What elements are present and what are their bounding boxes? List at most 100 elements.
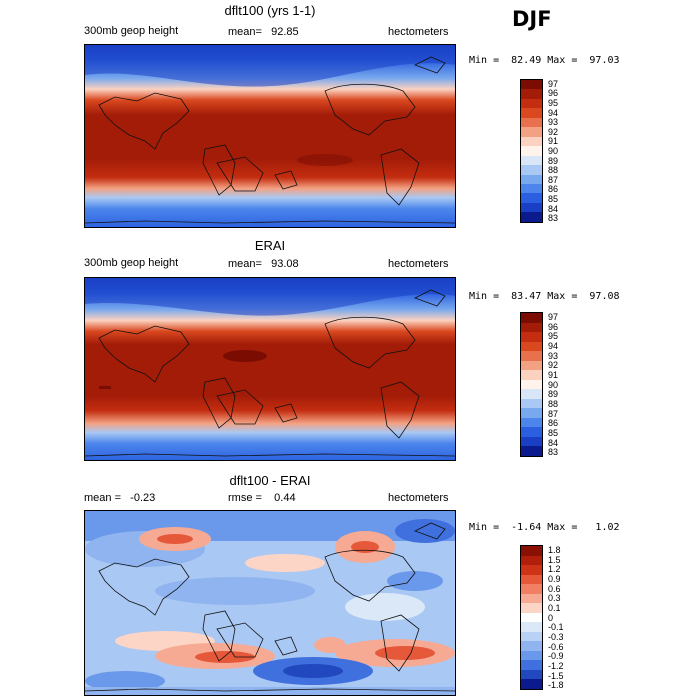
panel2-title: ERAI [254, 238, 286, 253]
panel2-colorbar-tick-label: 90 [548, 379, 559, 390]
panel3-colorbar-swatch [521, 669, 542, 680]
panel2-colorbar-tick-label: 93 [548, 350, 559, 361]
panel1-colorbar-swatch [521, 165, 542, 175]
panel3-colorbar-swatch [521, 565, 542, 575]
panel3-colorbar-swatch [521, 631, 542, 642]
panel1-colorbar-swatch [521, 193, 542, 203]
panel1-colorbar-swatch [521, 212, 542, 222]
season-label: DJF [512, 7, 552, 31]
panel2-colorbar-tick-label: 91 [548, 369, 559, 380]
panel3-colorbar-swatch [521, 593, 542, 604]
panel3-colorbar-swatch [521, 546, 542, 556]
panel1-colorbar-tick-label: 93 [548, 117, 559, 128]
panel2-colorbar-swatch [521, 446, 542, 456]
panel3-colorbar-tick-label: 1.5 [548, 554, 561, 565]
panel2-colorbar-swatch [521, 351, 542, 361]
panel3-colorbar-swatch [521, 641, 542, 651]
panel2-colorbar-swatch [521, 408, 542, 418]
panel2-colorbar-tick-label: 97 [548, 311, 559, 322]
panel1-colorbar-swatch [521, 108, 542, 118]
panel2-colorbar-tick-label: 96 [548, 321, 559, 332]
panel3-colorbar-tick-label: -0.1 [548, 622, 564, 633]
panel3-rmse-label: rmse = 0.44 [228, 492, 296, 504]
panel2-map [84, 277, 456, 461]
panel1-units-label: hectometers [388, 26, 449, 38]
panel3-colorbar-tick-label: 0 [548, 612, 554, 623]
panel2-units-label: hectometers [388, 258, 449, 270]
panel1-colorbar-swatch [521, 80, 542, 90]
panel3-colorbar-tick-label: -1.2 [548, 660, 564, 671]
panel1-colorbar-swatch [521, 98, 542, 109]
panel2-colorbar-swatch [521, 398, 542, 409]
panel1-variable-label: 300mb geop height [84, 25, 179, 37]
panel1-colorbar-tick-label: 90 [548, 146, 559, 156]
panel1-colorbar-swatch [521, 117, 542, 128]
panel3-colorbar-swatch [521, 660, 542, 670]
panel1-colorbar [520, 79, 543, 223]
panel2-colorbar-tick-label: 86 [548, 418, 559, 429]
panel3-map [84, 510, 456, 696]
panel1-colorbar-swatch [521, 174, 542, 184]
panel1-colorbar-swatch [521, 89, 542, 99]
panel1-colorbar-tick-label: 85 [548, 194, 559, 204]
panel1-colorbar-tick-label: 86 [548, 184, 559, 195]
panel2-variable-label: 300mb geop height [84, 257, 179, 269]
panel3-colorbar-tick-label: 0.3 [548, 593, 561, 604]
panel2-colorbar-tick-label: 83 [548, 447, 559, 458]
panel1-title: dflt100 (yrs 1-1) [224, 3, 316, 18]
panel2-colorbar-swatch [521, 379, 542, 390]
panel3-colorbar-tick-label: -1.8 [548, 680, 564, 691]
panel2-colorbar-swatch [521, 417, 542, 428]
panel3-minmax: Min = -1.64 Max = 1.02 [469, 522, 620, 533]
panel1-mean-label: mean= 92.85 [228, 26, 299, 38]
panel3-title: dflt100 - ERAI [229, 473, 311, 488]
panel1-colorbar-swatch [521, 202, 542, 213]
panel1-colorbar-swatch [521, 127, 542, 137]
panel3-colorbar-swatch [521, 679, 542, 689]
panel3-colorbar-tick-label: 1.8 [548, 544, 561, 555]
panel1-colorbar-tick-label: 88 [548, 165, 559, 176]
panel3-units-label: hectometers [388, 492, 449, 504]
panel3-colorbar-tick-label: 0.6 [548, 583, 561, 594]
panel3-colorbar-tick-label: 0.1 [548, 602, 561, 613]
panel2-colorbar-tick-label: 92 [548, 360, 559, 371]
panel2-colorbar-swatch [521, 322, 542, 333]
panel3-colorbar [520, 545, 543, 690]
panel3-mean-label: mean = -0.23 [84, 492, 156, 504]
panel3-colorbar-tick-label: -0.9 [548, 651, 564, 662]
panel2-colorbar-swatch [521, 389, 542, 399]
panel2-colorbar-tick-label: 88 [548, 398, 559, 409]
panel2-colorbar-tick-label: 89 [548, 389, 559, 400]
panel1-colorbar-tick-label: 83 [548, 213, 559, 224]
panel1-colorbar-swatch [521, 136, 542, 147]
panel3-colorbar-tick-label: -1.5 [548, 670, 564, 681]
panel2-colorbar-tick-label: 84 [548, 437, 559, 448]
panel1-colorbar-tick-label: 87 [548, 174, 559, 185]
panel1-colorbar-tick-label: 97 [548, 78, 559, 89]
panel1-minmax: Min = 82.49 Max = 97.03 [469, 55, 620, 66]
panel1-colorbar-tick-label: 94 [548, 107, 559, 118]
panel1-colorbar-tick-label: 92 [548, 126, 559, 137]
panel1-map [84, 44, 456, 228]
panel1-colorbar-tick-label: 96 [548, 88, 559, 99]
panel2-colorbar-swatch [521, 427, 542, 437]
panel1-colorbar-tick-label: 95 [548, 98, 559, 108]
panel3-colorbar-swatch [521, 603, 542, 613]
panel3-colorbar-tick-label: -0.3 [548, 631, 564, 642]
panel1-colorbar-tick-label: 89 [548, 155, 559, 166]
panel2-colorbar [520, 312, 543, 457]
panel2-minmax: Min = 83.47 Max = 97.08 [469, 291, 620, 302]
panel3-colorbar-tick-label: -0.6 [548, 641, 564, 652]
panel1-colorbar-tick-label: 84 [548, 203, 559, 214]
panel2-colorbar-tick-label: 87 [548, 408, 559, 419]
panel2-colorbar-tick-label: 85 [548, 427, 559, 438]
panel1-colorbar-swatch [521, 183, 542, 194]
panel2-mean-label: mean= 93.08 [228, 258, 299, 270]
panel1-colorbar-swatch [521, 155, 542, 166]
panel1-colorbar-swatch [521, 146, 542, 156]
panel2-colorbar-swatch [521, 332, 542, 342]
panel3-colorbar-swatch [521, 584, 542, 594]
panel3-colorbar-swatch [521, 612, 542, 623]
panel3-colorbar-swatch [521, 622, 542, 632]
panel2-colorbar-swatch [521, 370, 542, 380]
